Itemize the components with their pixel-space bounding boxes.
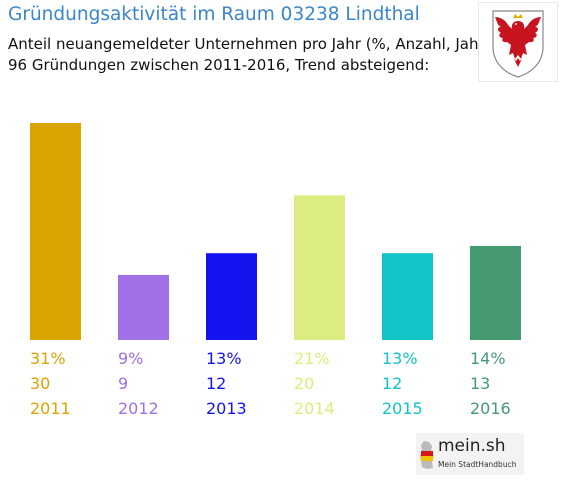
chart-subtitle-line-2: 96 Gründungen zwischen 2011-2016, Trend … [8,56,430,74]
year-label-2013: 2013 [206,399,247,418]
year-label-2012: 2012 [118,399,159,418]
bar-2016 [470,245,521,340]
brand-name: mein.sh [438,436,506,456]
bar-chart: 31% 30 2011 9% 9 2012 13% 12 2013 21% 20 2014 13% 12 2… [30,123,521,418]
bar-2015 [382,253,433,340]
chart-title: Gründungsaktivität im Raum 03238 Lindtha… [8,4,420,25]
bar-2011 [30,123,81,340]
chart-subtitle-line-1: Anteil neuangemeldeter Unternehmen pro J… [8,35,491,53]
year-label-2014: 2014 [294,399,335,418]
percent-label-2013: 13% [206,349,242,368]
percent-label-2014: 21% [294,349,330,368]
percent-label-2016: 14% [470,349,506,368]
count-label-2014: 20 [294,374,314,393]
red-eagle-coat-of-arms-icon [492,10,544,78]
count-label-2016: 13 [470,374,490,393]
coat-of-arms [478,2,558,82]
percent-label-2011: 31% [30,349,66,368]
brand-logo: mein.sh Mein StadtHandbuch [416,433,524,475]
count-label-2015: 12 [382,374,402,393]
year-label-2016: 2016 [470,399,511,418]
brand-tagline: Mein StadtHandbuch [438,460,517,469]
germany-map-icon [420,441,434,469]
year-label-2011: 2011 [30,399,71,418]
year-label-2015: 2015 [382,399,423,418]
count-label-2011: 30 [30,374,50,393]
percent-label-2012: 9% [118,349,143,368]
bar-2012 [118,274,169,340]
count-label-2012: 9 [118,374,128,393]
percent-label-2015: 13% [382,349,418,368]
bar-2014 [294,195,345,340]
count-label-2013: 12 [206,374,226,393]
bar-2013 [206,253,257,340]
